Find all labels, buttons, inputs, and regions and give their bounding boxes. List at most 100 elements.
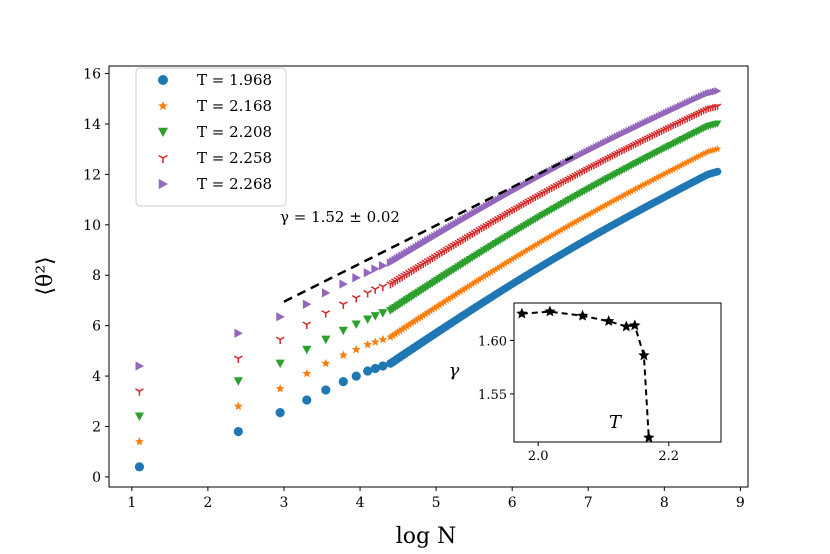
data-point bbox=[625, 188, 633, 196]
data-point bbox=[714, 87, 722, 95]
data-point bbox=[456, 287, 465, 295]
inset-point bbox=[544, 305, 556, 317]
data-point bbox=[412, 315, 421, 324]
data-point bbox=[480, 272, 488, 280]
x-tick-label: 1 bbox=[127, 495, 136, 511]
data-point bbox=[587, 209, 596, 217]
data-point bbox=[664, 167, 673, 175]
data-point bbox=[459, 285, 467, 294]
data-point bbox=[234, 328, 243, 338]
data-point bbox=[543, 234, 551, 242]
data-point bbox=[461, 284, 470, 292]
data-point bbox=[302, 299, 312, 309]
legend-label: T = 2.268 bbox=[197, 175, 272, 193]
data-point bbox=[697, 151, 705, 159]
data-point bbox=[321, 358, 331, 368]
data-point bbox=[643, 178, 652, 186]
data-point bbox=[692, 153, 701, 161]
inset-x-tick-label: 2.2 bbox=[658, 449, 679, 464]
data-point bbox=[646, 177, 654, 185]
y-tick-label: 2 bbox=[92, 419, 101, 435]
data-point bbox=[678, 160, 687, 168]
data-point bbox=[135, 388, 144, 396]
inset-point bbox=[620, 320, 633, 332]
legend-label: T = 2.168 bbox=[197, 97, 272, 115]
data-point bbox=[510, 254, 518, 261]
data-point bbox=[632, 185, 640, 192]
data-point bbox=[419, 311, 428, 319]
data-point bbox=[370, 337, 380, 346]
data-point bbox=[685, 157, 694, 165]
data-point bbox=[275, 336, 285, 345]
data-point bbox=[713, 120, 722, 128]
data-point bbox=[517, 249, 525, 257]
data-point bbox=[233, 426, 243, 437]
data-point bbox=[505, 256, 514, 264]
x-tick-label: 4 bbox=[356, 495, 365, 511]
data-point bbox=[569, 219, 577, 227]
data-point bbox=[475, 275, 484, 283]
data-point bbox=[604, 200, 612, 208]
data-point bbox=[667, 166, 675, 174]
data-point bbox=[527, 244, 535, 252]
data-point bbox=[454, 288, 463, 297]
data-point bbox=[370, 312, 380, 321]
legend-label: T = 2.258 bbox=[197, 149, 272, 167]
data-point bbox=[541, 235, 549, 243]
inset-point bbox=[516, 307, 528, 319]
series-2 bbox=[134, 120, 722, 422]
data-point bbox=[339, 279, 348, 289]
series-3 bbox=[135, 103, 722, 396]
inset-x-label: T bbox=[609, 412, 623, 433]
data-point bbox=[338, 326, 348, 336]
y-tick-label: 0 bbox=[92, 470, 101, 486]
legend-frame bbox=[135, 67, 287, 207]
data-point bbox=[466, 281, 474, 289]
data-point bbox=[559, 225, 567, 232]
data-point bbox=[440, 297, 449, 306]
legend-marker bbox=[158, 101, 168, 111]
data-point bbox=[681, 159, 689, 167]
data-point bbox=[702, 148, 710, 156]
data-point bbox=[352, 273, 361, 283]
data-point bbox=[473, 277, 481, 285]
legend-marker bbox=[158, 179, 168, 189]
data-point bbox=[302, 395, 312, 405]
data-point bbox=[636, 182, 645, 190]
data-point bbox=[590, 207, 598, 215]
data-point bbox=[351, 371, 361, 381]
series-4 bbox=[135, 87, 722, 371]
data-point bbox=[545, 233, 553, 241]
data-point bbox=[388, 331, 397, 339]
data-point bbox=[578, 214, 586, 222]
data-point bbox=[378, 361, 388, 371]
inset-y-tick-label: 1.55 bbox=[478, 388, 507, 403]
data-point bbox=[351, 345, 361, 354]
data-point bbox=[275, 408, 285, 418]
data-point bbox=[662, 169, 670, 177]
data-point bbox=[599, 202, 607, 210]
legend-marker bbox=[158, 75, 168, 85]
data-point bbox=[421, 309, 430, 318]
legend-label: T = 2.208 bbox=[197, 123, 272, 141]
data-point bbox=[302, 345, 312, 355]
data-point bbox=[484, 269, 493, 277]
data-point bbox=[615, 193, 624, 201]
data-point bbox=[393, 328, 402, 336]
data-point bbox=[564, 222, 572, 230]
data-point bbox=[557, 226, 565, 234]
inset-gamma-line bbox=[521, 310, 650, 438]
data-point bbox=[622, 190, 631, 197]
data-point bbox=[522, 247, 530, 254]
data-point bbox=[363, 268, 373, 278]
data-point bbox=[435, 300, 444, 309]
data-point bbox=[491, 265, 500, 273]
data-point bbox=[233, 377, 243, 386]
data-point bbox=[370, 286, 380, 294]
data-point bbox=[538, 237, 546, 245]
legend-label: T = 1.968 bbox=[197, 71, 272, 89]
data-point bbox=[648, 176, 656, 184]
legend-marker bbox=[158, 127, 168, 137]
data-point bbox=[674, 163, 682, 171]
